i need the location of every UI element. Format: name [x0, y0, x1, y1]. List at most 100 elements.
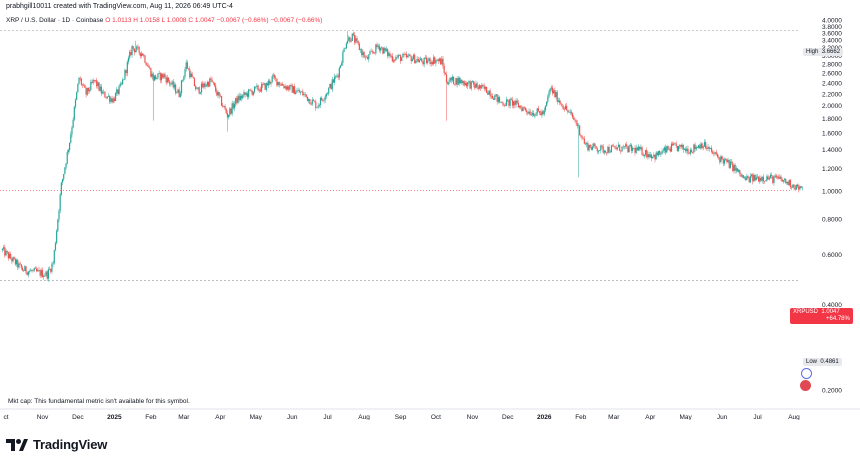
candle-body	[162, 73, 164, 78]
candle	[395, 55, 397, 62]
candle-body	[779, 176, 781, 179]
candle	[444, 72, 446, 75]
candle	[407, 54, 409, 58]
candle	[629, 142, 631, 148]
candle	[491, 93, 494, 99]
candle-body	[505, 99, 508, 106]
candle-body	[469, 81, 471, 89]
event-marker-icon[interactable]	[801, 368, 812, 379]
candle-body	[728, 160, 730, 168]
candle	[4, 244, 6, 258]
candle-body	[768, 178, 770, 180]
candle	[541, 109, 543, 118]
price-chart[interactable]: 4.00003.80003.60003.40003.20003.00002.80…	[0, 0, 860, 420]
candle-body	[556, 92, 558, 103]
candle-body	[509, 98, 511, 106]
candle-body	[142, 53, 144, 56]
candle-body	[563, 109, 565, 110]
candle-body	[551, 87, 554, 94]
candle	[583, 135, 585, 145]
candle	[309, 98, 311, 105]
candle-body	[750, 174, 753, 177]
candle-body	[524, 107, 527, 111]
candle-body	[193, 78, 196, 87]
candle-body	[63, 173, 65, 180]
candle	[535, 112, 537, 117]
candle-body	[57, 219, 59, 232]
candle	[308, 98, 310, 104]
candle-body	[232, 103, 234, 109]
candle	[794, 185, 796, 192]
candle	[318, 103, 320, 108]
candle-body	[726, 159, 728, 163]
candle-body	[191, 73, 193, 77]
candle	[383, 46, 385, 54]
candle-body	[635, 147, 637, 153]
candle-body	[65, 163, 67, 168]
candle-body	[220, 96, 223, 106]
x-tick-label: Feb	[145, 414, 157, 420]
candle-body	[19, 263, 21, 265]
candle	[325, 92, 327, 99]
candle-body	[647, 154, 649, 158]
candle	[125, 69, 127, 77]
candle	[648, 151, 650, 159]
candle-body	[152, 73, 154, 81]
candle-body	[238, 95, 240, 101]
symbol-title[interactable]: XRP / U.S. Dollar · 1D · Coinbase	[6, 17, 104, 24]
candle-body	[708, 147, 710, 149]
candle-body	[501, 101, 503, 103]
candle-body	[381, 47, 383, 49]
candle-body	[483, 85, 485, 89]
candle	[683, 147, 686, 151]
candle-body	[236, 97, 238, 103]
candle	[185, 59, 187, 72]
dividend-marker-icon[interactable]	[800, 380, 811, 391]
candle-body	[477, 87, 479, 89]
candle	[621, 146, 623, 152]
candle	[463, 80, 465, 87]
candle-body	[795, 184, 797, 190]
candle-body	[330, 84, 332, 90]
candle	[417, 56, 419, 63]
candle-body	[86, 87, 88, 95]
candle	[170, 82, 172, 87]
candle-body	[46, 271, 48, 279]
candle-body	[111, 98, 113, 103]
candle	[381, 46, 383, 51]
candle-body	[662, 150, 664, 152]
candle	[493, 96, 495, 100]
candle	[193, 77, 196, 87]
candle-body	[154, 75, 157, 80]
candle	[518, 105, 521, 109]
candle-body	[729, 161, 731, 168]
candle-body	[8, 253, 11, 259]
candle-body	[140, 53, 143, 57]
candle	[96, 77, 98, 89]
candle	[722, 158, 724, 167]
candle	[131, 44, 133, 58]
candle	[741, 173, 743, 178]
candle	[571, 112, 574, 120]
candle	[483, 83, 485, 92]
candle-body	[156, 77, 158, 80]
candle-body	[398, 55, 401, 56]
candle	[511, 96, 514, 109]
candle-body	[124, 69, 126, 80]
candle-body	[599, 150, 601, 152]
candle	[670, 141, 673, 152]
candle	[277, 81, 279, 88]
candle	[555, 90, 557, 100]
candle-body	[176, 92, 178, 94]
candle-body	[600, 145, 602, 151]
candle	[290, 83, 292, 87]
candle-body	[583, 138, 585, 144]
candle	[792, 184, 794, 189]
candle	[586, 141, 588, 148]
candle-body	[703, 142, 706, 147]
candle	[218, 91, 220, 99]
tradingview-logo[interactable]: TradingView	[6, 437, 107, 452]
candle-body	[604, 150, 607, 153]
candle	[67, 148, 70, 155]
candle-body	[457, 77, 459, 85]
